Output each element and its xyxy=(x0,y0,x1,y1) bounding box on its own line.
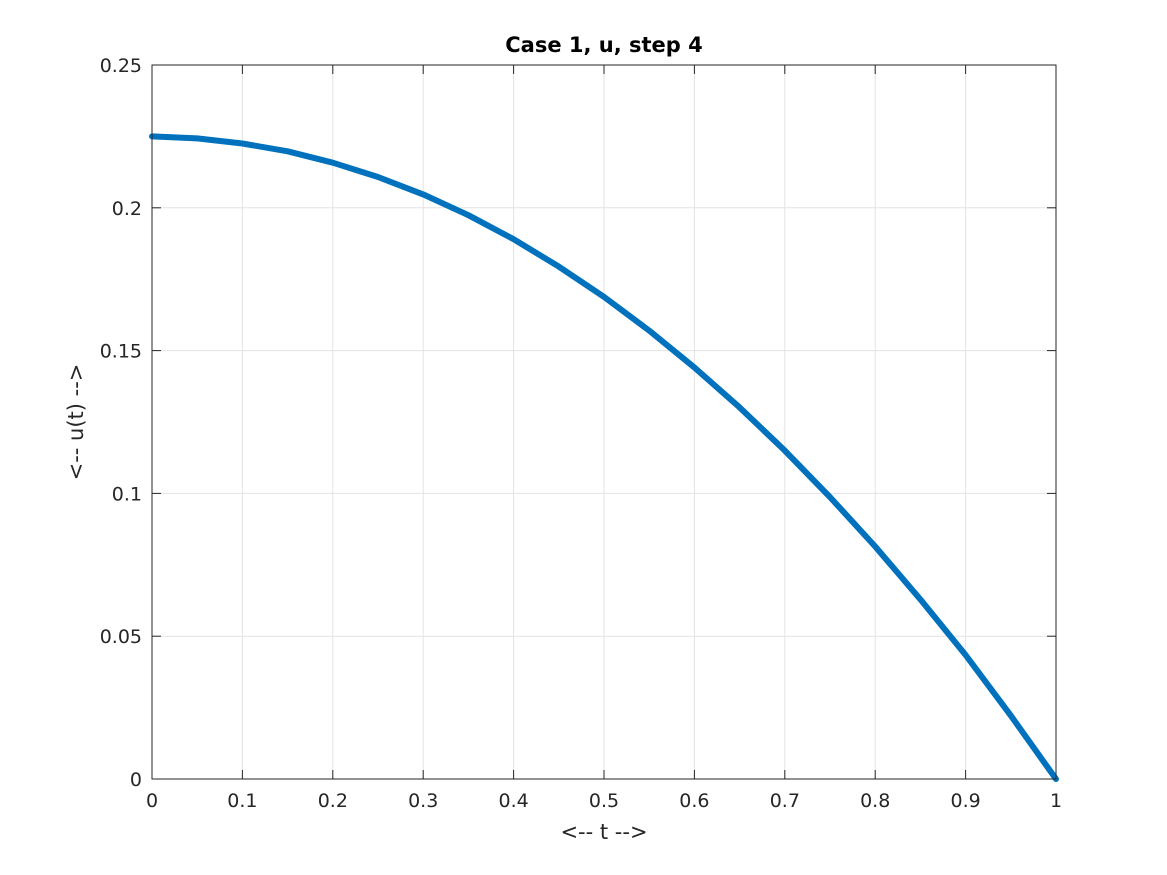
x-tick-label: 0.6 xyxy=(679,790,709,812)
x-tick-label: 0.5 xyxy=(589,790,619,812)
x-axis-label: <-- t --> xyxy=(560,820,647,844)
y-tick-label: 0.15 xyxy=(100,341,142,363)
x-tick-label: 0 xyxy=(146,790,158,812)
x-tick-label: 0.9 xyxy=(950,790,980,812)
x-tick-label: 1 xyxy=(1050,790,1062,812)
x-tick-labels: 0 0.1 0.2 0.3 0.4 0.5 0.6 0.7 0.8 0.9 1 xyxy=(146,790,1062,812)
y-tick-labels: 0 0.05 0.1 0.15 0.2 0.25 xyxy=(100,55,142,791)
y-tick-label: 0.05 xyxy=(100,626,142,648)
x-tick-label: 0.3 xyxy=(408,790,438,812)
x-tick-label: 0.2 xyxy=(318,790,348,812)
series-group xyxy=(149,133,1059,782)
chart-title: Case 1, u, step 4 xyxy=(505,33,703,57)
x-tick-label: 0.4 xyxy=(498,790,528,812)
tick-marks xyxy=(151,64,1057,780)
y-tick-label: 0.25 xyxy=(100,55,142,77)
y-tick-label: 0.1 xyxy=(112,483,142,505)
y-axis-label: <-- u(t) --> xyxy=(64,364,88,481)
x-tick-label: 0.1 xyxy=(227,790,257,812)
y-tick-label: 0 xyxy=(130,769,142,791)
y-tick-label: 0.2 xyxy=(112,198,142,220)
x-tick-label: 0.7 xyxy=(770,790,800,812)
x-tick-label: 0.8 xyxy=(860,790,890,812)
series-line xyxy=(149,133,1059,782)
